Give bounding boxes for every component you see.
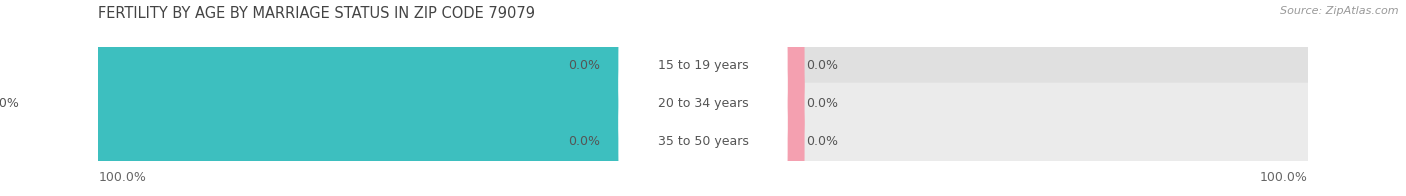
FancyBboxPatch shape [770,98,804,186]
Text: FERTILITY BY AGE BY MARRIAGE STATUS IN ZIP CODE 79079: FERTILITY BY AGE BY MARRIAGE STATUS IN Z… [98,6,536,21]
Text: Source: ZipAtlas.com: Source: ZipAtlas.com [1281,6,1399,16]
FancyBboxPatch shape [91,45,1315,163]
FancyBboxPatch shape [18,45,638,163]
FancyBboxPatch shape [619,35,787,172]
Text: 20 to 34 years: 20 to 34 years [658,97,748,110]
Text: 0.0%: 0.0% [568,135,600,148]
FancyBboxPatch shape [619,73,787,196]
Text: 100.0%: 100.0% [0,97,20,110]
FancyBboxPatch shape [602,98,636,186]
FancyBboxPatch shape [770,22,804,110]
Text: 100.0%: 100.0% [98,171,146,184]
Text: 100.0%: 100.0% [1260,171,1308,184]
Text: 0.0%: 0.0% [806,60,838,73]
FancyBboxPatch shape [91,7,1315,125]
FancyBboxPatch shape [770,60,804,148]
FancyBboxPatch shape [91,83,1315,196]
Text: 15 to 19 years: 15 to 19 years [658,60,748,73]
Text: 0.0%: 0.0% [806,97,838,110]
FancyBboxPatch shape [602,22,636,110]
Text: 0.0%: 0.0% [568,60,600,73]
Text: 35 to 50 years: 35 to 50 years [658,135,748,148]
FancyBboxPatch shape [619,0,787,135]
Text: 0.0%: 0.0% [806,135,838,148]
